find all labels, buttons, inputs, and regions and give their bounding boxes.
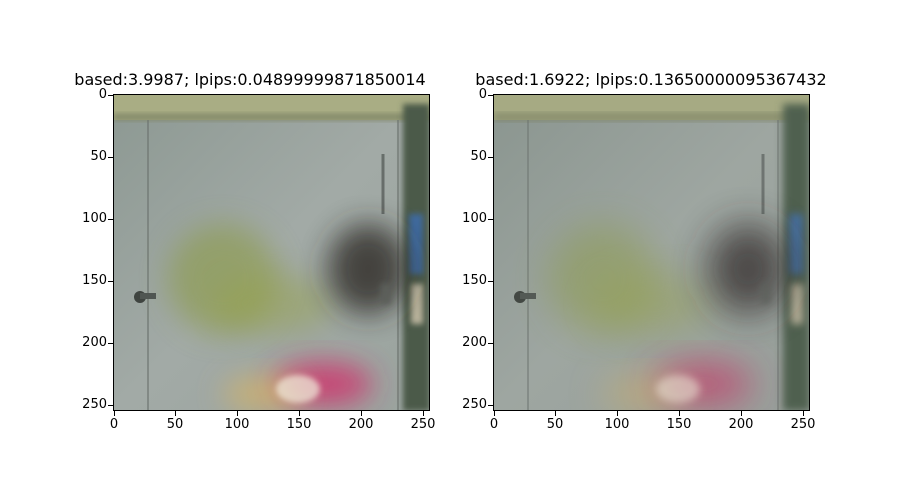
xtick-mark <box>423 411 424 416</box>
ytick-label: 250 <box>82 397 107 412</box>
panel-left: based:3.9987; lpips:0.04899999871850014 <box>40 0 460 500</box>
xtick-label: 250 <box>790 417 816 432</box>
ytick-label: 0 <box>478 87 487 102</box>
xtick-label: 0 <box>109 417 119 432</box>
xtick-mark <box>237 411 238 416</box>
xtick-label: 200 <box>728 417 754 432</box>
xtick-label: 100 <box>604 417 630 432</box>
xtick-label: 0 <box>489 417 499 432</box>
xtick-label: 50 <box>166 417 184 432</box>
ytick-mark <box>108 405 113 406</box>
ytick-label: 200 <box>462 335 487 350</box>
xtick-mark <box>299 411 300 416</box>
image-right <box>493 94 810 411</box>
panel-right: based:1.6922; lpips:0.13650000095367432 <box>441 0 861 500</box>
ytick-label: 100 <box>462 211 487 226</box>
ytick-mark <box>488 281 493 282</box>
ytick-label: 50 <box>90 149 107 164</box>
xtick-label: 150 <box>286 417 312 432</box>
ytick-label: 200 <box>82 335 107 350</box>
ytick-mark <box>488 219 493 220</box>
ytick-mark <box>488 95 493 96</box>
ytick-label: 100 <box>82 211 107 226</box>
ytick-mark <box>108 157 113 158</box>
xtick-mark <box>741 411 742 416</box>
xtick-mark <box>617 411 618 416</box>
xtick-mark <box>114 411 115 416</box>
ytick-mark <box>108 281 113 282</box>
ytick-label: 250 <box>462 397 487 412</box>
xtick-label: 250 <box>410 417 436 432</box>
xtick-label: 100 <box>224 417 250 432</box>
ytick-mark <box>108 219 113 220</box>
xtick-mark <box>555 411 556 416</box>
ytick-mark <box>108 343 113 344</box>
xtick-mark <box>175 411 176 416</box>
ytick-label: 150 <box>82 273 107 288</box>
ytick-mark <box>488 343 493 344</box>
image-left <box>113 94 430 411</box>
xtick-mark <box>361 411 362 416</box>
ytick-mark <box>488 405 493 406</box>
xtick-label: 200 <box>348 417 374 432</box>
xtick-label: 50 <box>546 417 564 432</box>
ytick-mark <box>488 157 493 158</box>
panel-title: based:3.9987; lpips:0.04899999871850014 <box>74 70 426 89</box>
xtick-label: 150 <box>666 417 692 432</box>
ytick-label: 50 <box>470 149 487 164</box>
ytick-label: 150 <box>462 273 487 288</box>
panel-title: based:1.6922; lpips:0.13650000095367432 <box>475 70 827 89</box>
ytick-mark <box>108 95 113 96</box>
xtick-mark <box>494 411 495 416</box>
xtick-mark <box>679 411 680 416</box>
ytick-label: 0 <box>98 87 107 102</box>
xtick-mark <box>803 411 804 416</box>
